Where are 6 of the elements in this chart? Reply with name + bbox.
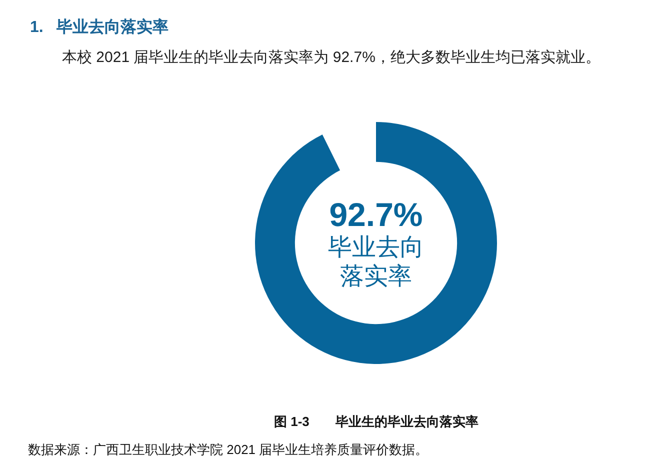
text: 92.7%: [328, 196, 424, 234]
text: 毕业去向落实率: [327, 234, 425, 292]
text: 1. 毕业去向落实率: [30, 17, 169, 38]
caption: 图 1-3 毕业生的毕业去向落实率: [274, 413, 478, 431]
source-note: 数据来源：广西卫生职业技术学院 2021 届毕业生培养质量评价数据。: [28, 441, 428, 459]
chart-subtitle: 本校 2021 届毕业生的毕业去向落实率为 92.7%，绝大多数毕业生均已落实就业。: [62, 48, 600, 67]
